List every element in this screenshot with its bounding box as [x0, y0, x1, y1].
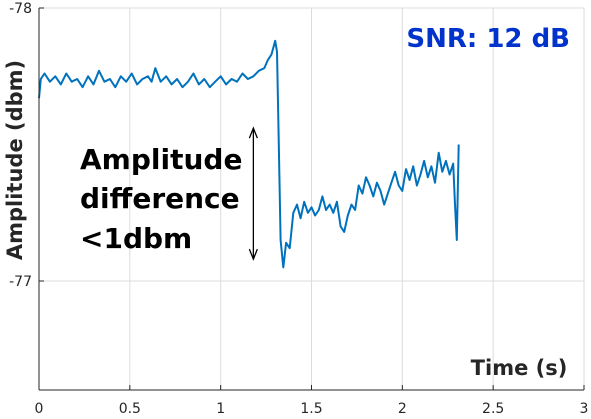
arrow-head-bottom	[248, 248, 258, 261]
annotation-line-1: Amplitude	[80, 143, 242, 176]
y-tick-label: -78	[9, 1, 32, 17]
snr-annotation: SNR: 12 dB	[406, 24, 570, 54]
y-axis-label: Amplitude (dbm)	[3, 60, 27, 260]
grid	[38, 7, 585, 390]
x-tick-label: 3	[580, 401, 589, 417]
difference-arrow	[248, 126, 258, 261]
tick-labels: 0 0.5 1 1.5 2 2.5 3 -78 -77	[9, 1, 588, 417]
annotation-line-3: <1dbm	[80, 222, 192, 255]
x-tick-label: 1	[216, 401, 225, 417]
x-tick-label: 0.5	[119, 401, 141, 417]
arrow-head-top	[248, 126, 258, 139]
x-tick-label: 1.5	[300, 401, 322, 417]
x-tick-label: 2	[398, 401, 407, 417]
x-tick-label: 2.5	[482, 401, 504, 417]
series-layer	[38, 39, 460, 269]
x-axis-label: Time (s)	[471, 356, 568, 380]
annotation-line-2: difference	[80, 182, 240, 215]
x-tick-label: 0	[35, 401, 44, 417]
series-line	[38, 39, 460, 269]
y-tick-label: -77	[9, 274, 32, 290]
